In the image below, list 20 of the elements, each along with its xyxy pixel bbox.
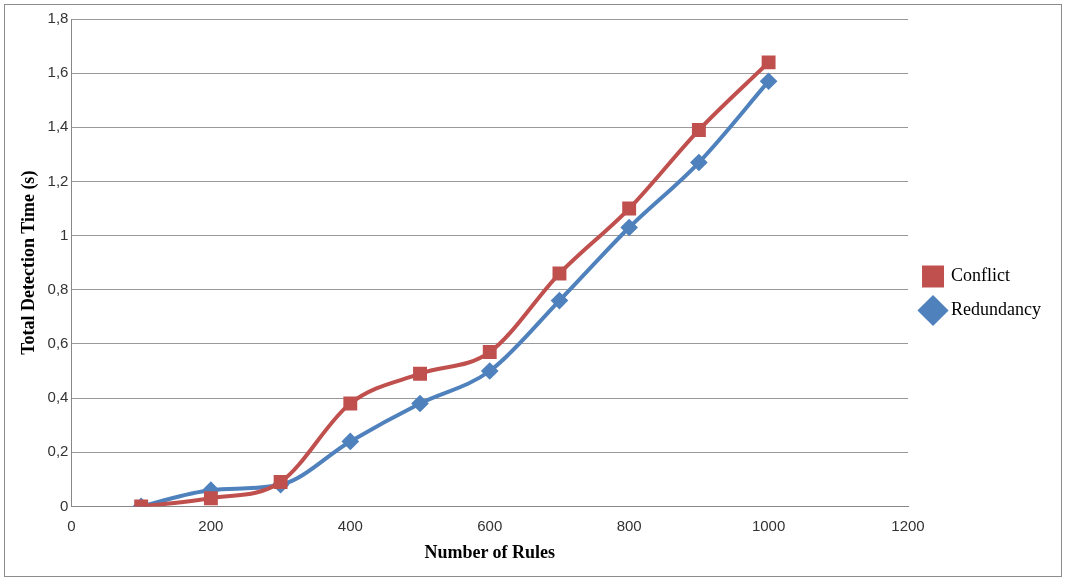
y-axis-title: Total Detection Time (s) [18, 170, 40, 355]
x-tick-label: 200 [198, 516, 224, 534]
x-tick-label: 1200 [891, 516, 925, 534]
y-tick-label: 1 [60, 225, 69, 243]
y-tick-label: 0,2 [47, 442, 69, 460]
y-tick-label: 1,4 [47, 117, 69, 135]
x-tick-label: 1000 [751, 516, 786, 534]
y-tick-label: 0,4 [47, 388, 69, 406]
y-tick-label: 0,8 [47, 279, 69, 297]
legend-label: Redundancy [951, 299, 1042, 320]
x-tick-label: 600 [477, 516, 503, 534]
y-tick-label: 0,6 [47, 334, 69, 352]
x-tick-label: 400 [337, 516, 363, 534]
legend-label: Conflict [951, 265, 1011, 286]
y-tick-label: 1,6 [47, 63, 69, 81]
x-tick-label: 800 [616, 516, 642, 534]
y-tick-label: 1,8 [47, 9, 69, 27]
x-axis-title: Number of Rules [424, 541, 556, 562]
y-tick-label: 0 [60, 496, 69, 514]
y-tick-label: 1,2 [47, 171, 69, 189]
